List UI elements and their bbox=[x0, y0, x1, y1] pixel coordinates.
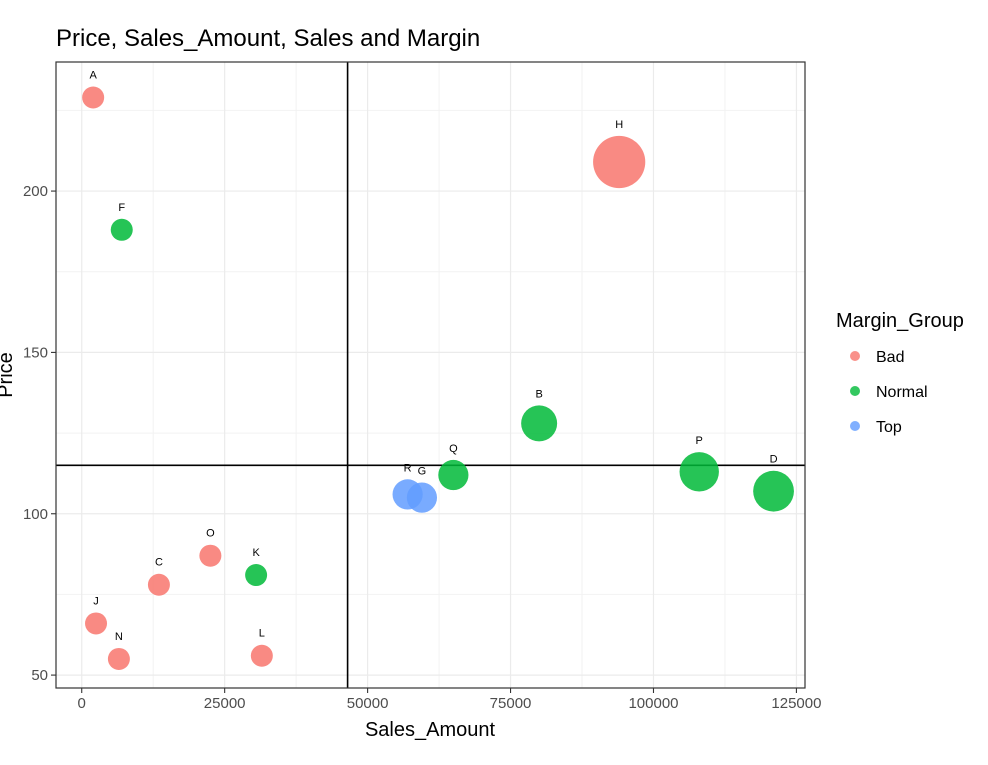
point-label-r: R bbox=[404, 462, 412, 474]
legend-label-normal: Normal bbox=[876, 384, 928, 401]
point-b bbox=[521, 405, 558, 442]
x-axis-ticks: 0 25000 50000 75000 100000 125000 bbox=[78, 688, 821, 712]
point-a bbox=[82, 86, 105, 109]
point-f bbox=[110, 218, 133, 241]
point-label-d: D bbox=[770, 454, 778, 466]
point-l bbox=[250, 644, 273, 667]
y-axis-ticks: 50 100 150 200 bbox=[23, 183, 56, 684]
chart-title: Price, Sales_Amount, Sales and Margin bbox=[56, 25, 480, 52]
point-k bbox=[245, 564, 268, 587]
point-o bbox=[199, 544, 222, 567]
y-tick-label: 200 bbox=[23, 183, 48, 200]
point-q bbox=[438, 459, 469, 491]
point-label-k: K bbox=[252, 547, 260, 559]
point-label-c: C bbox=[155, 557, 163, 569]
point-label-h: H bbox=[615, 119, 623, 131]
legend-key-bad bbox=[850, 351, 860, 361]
y-tick-label: 100 bbox=[23, 506, 48, 523]
minor-gridlines bbox=[56, 62, 805, 688]
x-tick-label: 100000 bbox=[628, 695, 678, 712]
point-label-p: P bbox=[696, 435, 703, 447]
point-label-f: F bbox=[118, 202, 125, 214]
legend-label-top: Top bbox=[876, 419, 902, 436]
x-axis-title: Sales_Amount bbox=[365, 719, 496, 741]
point-label-l: L bbox=[259, 628, 265, 640]
plot-border bbox=[55, 61, 806, 689]
major-gridlines bbox=[56, 62, 805, 688]
point-g bbox=[406, 482, 438, 513]
x-tick-label: 25000 bbox=[204, 695, 246, 712]
x-tick-label: 0 bbox=[78, 695, 86, 712]
point-c bbox=[147, 573, 170, 596]
point-label-g: G bbox=[418, 466, 427, 478]
point-label-j: J bbox=[93, 595, 99, 607]
point-label-q: Q bbox=[449, 443, 458, 455]
legend-key-normal bbox=[850, 386, 860, 396]
legend-key-top bbox=[850, 421, 860, 431]
legend-item-normal: Normal bbox=[850, 384, 928, 401]
reference-lines bbox=[56, 62, 805, 688]
y-tick-label: 150 bbox=[23, 344, 48, 361]
point-n bbox=[107, 647, 130, 670]
x-tick-label: 125000 bbox=[771, 695, 821, 712]
y-axis-title: Price bbox=[0, 352, 17, 398]
x-tick-label: 75000 bbox=[490, 695, 532, 712]
point-d bbox=[753, 470, 794, 512]
point-label-b: B bbox=[535, 388, 542, 400]
legend: Margin_Group Bad Normal Top bbox=[836, 310, 964, 436]
legend-item-bad: Bad bbox=[850, 349, 904, 366]
plot-panel: A F H B Q R G P D O C K J N L bbox=[55, 61, 806, 689]
point-label-a: A bbox=[89, 69, 97, 81]
point-label-o: O bbox=[206, 528, 215, 540]
point-j bbox=[85, 612, 108, 635]
plot-background bbox=[56, 62, 805, 688]
y-tick-label: 50 bbox=[31, 667, 48, 684]
point-labels: A F H B Q R G P D O C K J N L bbox=[89, 69, 777, 642]
data-points bbox=[82, 86, 794, 670]
x-tick-label: 50000 bbox=[347, 695, 389, 712]
point-p bbox=[679, 452, 719, 492]
point-h bbox=[593, 135, 646, 189]
point-label-n: N bbox=[115, 631, 123, 643]
legend-title: Margin_Group bbox=[836, 310, 964, 332]
legend-label-bad: Bad bbox=[876, 349, 904, 366]
legend-item-top: Top bbox=[850, 419, 902, 436]
